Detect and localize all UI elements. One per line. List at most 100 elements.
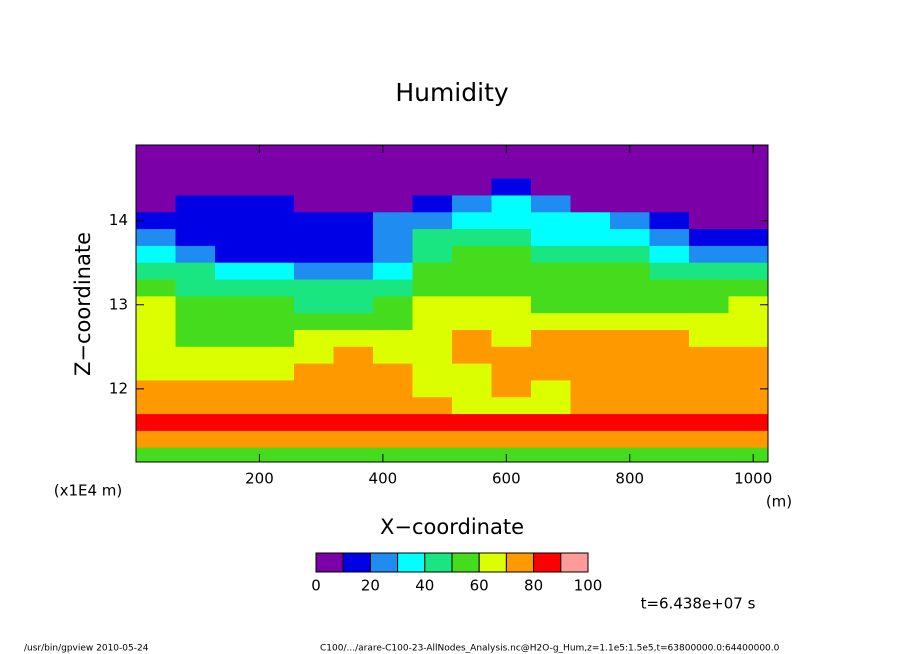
contour-cell — [294, 363, 334, 381]
contour-cell — [728, 245, 769, 264]
contour-cell — [689, 262, 729, 281]
contour-cell — [254, 414, 295, 432]
colorbar-label: 80 — [524, 577, 543, 595]
contour-cell — [610, 178, 650, 196]
contour-cell — [215, 430, 255, 449]
contour-cell — [728, 397, 769, 415]
contour-cell — [570, 380, 611, 398]
contour-cell — [333, 363, 374, 381]
contour-cell — [412, 161, 453, 180]
contour-cell — [610, 329, 650, 348]
contour-cell — [689, 447, 729, 463]
contour-cell — [570, 313, 611, 331]
contour-cell — [136, 329, 176, 348]
contour-cell — [649, 363, 690, 381]
contour-cell — [491, 262, 532, 281]
contour-cell — [175, 212, 216, 230]
contour-cell — [452, 414, 492, 432]
colorbar-swatch — [369, 552, 399, 573]
contour-cell — [333, 212, 374, 230]
contour-cell — [294, 329, 334, 348]
contour-cell — [254, 313, 295, 331]
contour-cell — [531, 380, 571, 398]
contour-cell — [333, 380, 374, 398]
contour-cell — [333, 313, 374, 331]
contour-cell — [610, 279, 650, 297]
contour-cell — [610, 313, 650, 331]
colorbar-swatch — [533, 552, 562, 573]
contour-cell — [412, 195, 453, 213]
contour-cell — [452, 212, 492, 230]
contour-cell — [452, 447, 492, 463]
contour-cell — [728, 262, 769, 281]
contour-cell — [570, 279, 611, 297]
contour-cell — [254, 145, 295, 163]
contour-cell — [175, 262, 216, 281]
contour-cell — [649, 161, 690, 180]
contour-cell — [570, 195, 611, 213]
contour-cell — [215, 329, 255, 348]
contour-cell — [412, 380, 453, 398]
contour-cell — [175, 346, 216, 365]
contour-cell — [294, 279, 334, 297]
contour-cell — [373, 178, 413, 196]
contour-cell — [649, 178, 690, 196]
contour-cell — [215, 161, 255, 180]
contour-cell — [175, 229, 216, 247]
contour-cell — [175, 195, 216, 213]
contour-cell — [491, 178, 532, 196]
contour-cell — [294, 296, 334, 314]
contour-cell — [570, 430, 611, 449]
contour-cell — [531, 279, 571, 297]
contour-cell — [412, 329, 453, 348]
contour-cell — [254, 296, 295, 314]
contour-cell — [333, 296, 374, 314]
contour-cell — [136, 346, 176, 365]
contour-cell — [254, 447, 295, 463]
contour-cell — [689, 212, 729, 230]
contour-cell — [689, 430, 729, 449]
x-tick-label: 800 — [615, 470, 644, 488]
contour-cell — [728, 329, 769, 348]
contour-cell — [373, 313, 413, 331]
contour-cell — [491, 245, 532, 264]
contour-cell — [610, 195, 650, 213]
contour-cell — [649, 145, 690, 163]
contour-cell — [491, 380, 532, 398]
x-tick-label: 1000 — [734, 470, 772, 488]
contour-cell — [531, 329, 571, 348]
contour-cell — [728, 380, 769, 398]
chart-title: Humidity — [395, 78, 509, 107]
contour-cell — [294, 195, 334, 213]
contour-cell — [215, 363, 255, 381]
contour-cell — [452, 195, 492, 213]
contour-cell — [531, 229, 571, 247]
contour-cell — [491, 212, 532, 230]
contour-cell — [531, 262, 571, 281]
contour-cell — [215, 262, 255, 281]
contour-cell — [452, 161, 492, 180]
contour-cell — [610, 363, 650, 381]
contour-cell — [294, 430, 334, 449]
plot-frame — [135, 144, 769, 463]
contour-cell — [452, 262, 492, 281]
contour-cell — [452, 245, 492, 264]
contour-cell — [373, 161, 413, 180]
contour-cell — [373, 414, 413, 432]
contour-cell — [570, 178, 611, 196]
x-tick-label: 600 — [492, 470, 521, 488]
contour-cell — [254, 329, 295, 348]
contour-cell — [610, 346, 650, 365]
contour-cell — [175, 430, 216, 449]
contour-cell — [452, 363, 492, 381]
contour-cell — [610, 430, 650, 449]
contour-cell — [649, 329, 690, 348]
contour-cell — [531, 212, 571, 230]
contour-cell — [136, 229, 176, 247]
contour-cell — [649, 245, 690, 264]
contour-cell — [610, 212, 650, 230]
contour-cell — [649, 346, 690, 365]
contour-cell — [491, 161, 532, 180]
contour-cell — [728, 161, 769, 180]
